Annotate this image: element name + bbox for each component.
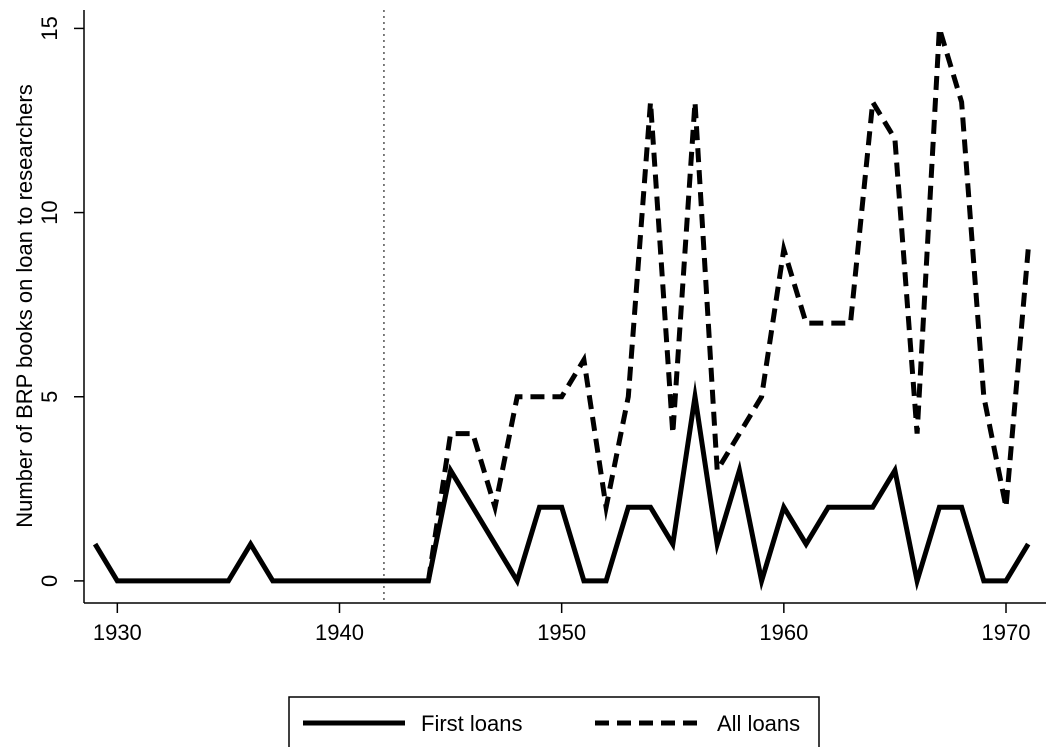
x-ticks: 1930 1940 1950 1960 1970 <box>93 603 1031 645</box>
y-tick-label-15: 15 <box>37 16 62 40</box>
legend: First loans All loans <box>288 696 820 747</box>
plot-lines <box>92 10 1031 603</box>
y-tick-label-5: 5 <box>37 391 62 403</box>
x-tick-label-1960: 1960 <box>759 620 808 645</box>
legend-label-all-loans: All loans <box>717 711 800 736</box>
x-tick-label-1950: 1950 <box>537 620 586 645</box>
series-line-first-loans <box>92 379 1031 592</box>
legend-label-first-loans: First loans <box>421 711 522 736</box>
series-line-all-loans <box>425 14 1031 582</box>
x-tick-label-1970: 1970 <box>982 620 1031 645</box>
x-tick-label-1940: 1940 <box>315 620 364 645</box>
y-axis-title: Number of BRP books on loan to researche… <box>12 84 37 528</box>
y-tick-label-0: 0 <box>37 575 62 587</box>
y-tick-label-10: 10 <box>37 200 62 224</box>
y-ticks: 0 5 10 15 <box>37 16 84 587</box>
x-tick-label-1930: 1930 <box>93 620 142 645</box>
